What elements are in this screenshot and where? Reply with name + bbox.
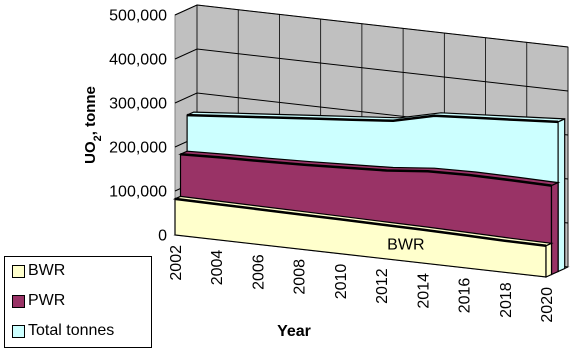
x-tick-label: 2004 bbox=[209, 250, 226, 286]
y-axis-label: UO2, tonne bbox=[82, 86, 104, 164]
y-tick-label: 100,000 bbox=[109, 184, 167, 201]
x-tick-label: 2016 bbox=[457, 278, 474, 314]
y-tick-label: 300,000 bbox=[109, 96, 167, 113]
legend: BWR PWR Total tonnes bbox=[4, 256, 152, 348]
x-tick-label: 2008 bbox=[292, 259, 309, 295]
series-line-pwr bbox=[180, 152, 552, 187]
y-tick-label: 400,000 bbox=[109, 52, 167, 69]
legend-swatch-pwr bbox=[12, 294, 25, 308]
x-tick-label: 2006 bbox=[250, 254, 267, 290]
series-line-bwr bbox=[174, 197, 547, 248]
series-line-total-tonnes bbox=[187, 113, 559, 124]
y-tick-label: 0 bbox=[158, 228, 167, 245]
legend-swatch-bwr bbox=[12, 264, 25, 278]
legend-label-bwr: BWR bbox=[28, 262, 66, 279]
x-tick-label: 2020 bbox=[539, 287, 556, 323]
legend-label-pwr: PWR bbox=[28, 292, 66, 309]
x-tick-label: 2010 bbox=[333, 264, 350, 300]
x-tick-label: 2014 bbox=[415, 273, 432, 309]
x-tick-label: 2002 bbox=[168, 245, 185, 281]
y-tick-label: 500,000 bbox=[109, 8, 167, 25]
annotation-bwr: BWR bbox=[387, 236, 424, 253]
x-axis-label: Year bbox=[277, 323, 311, 340]
x-tick-label: 2018 bbox=[498, 282, 515, 318]
x-tick-label: 2012 bbox=[374, 268, 391, 304]
legend-item-total: Total tonnes bbox=[12, 322, 114, 340]
y-tick-label: 200,000 bbox=[109, 140, 167, 157]
series-end-bwr bbox=[545, 242, 553, 278]
legend-label-total: Total tonnes bbox=[28, 322, 115, 339]
series-end-pwr bbox=[550, 181, 559, 276]
legend-item-pwr: PWR bbox=[12, 292, 65, 310]
series-end-total-tonnes bbox=[557, 117, 566, 273]
legend-swatch-total bbox=[12, 324, 25, 338]
legend-item-bwr: BWR bbox=[12, 262, 65, 280]
